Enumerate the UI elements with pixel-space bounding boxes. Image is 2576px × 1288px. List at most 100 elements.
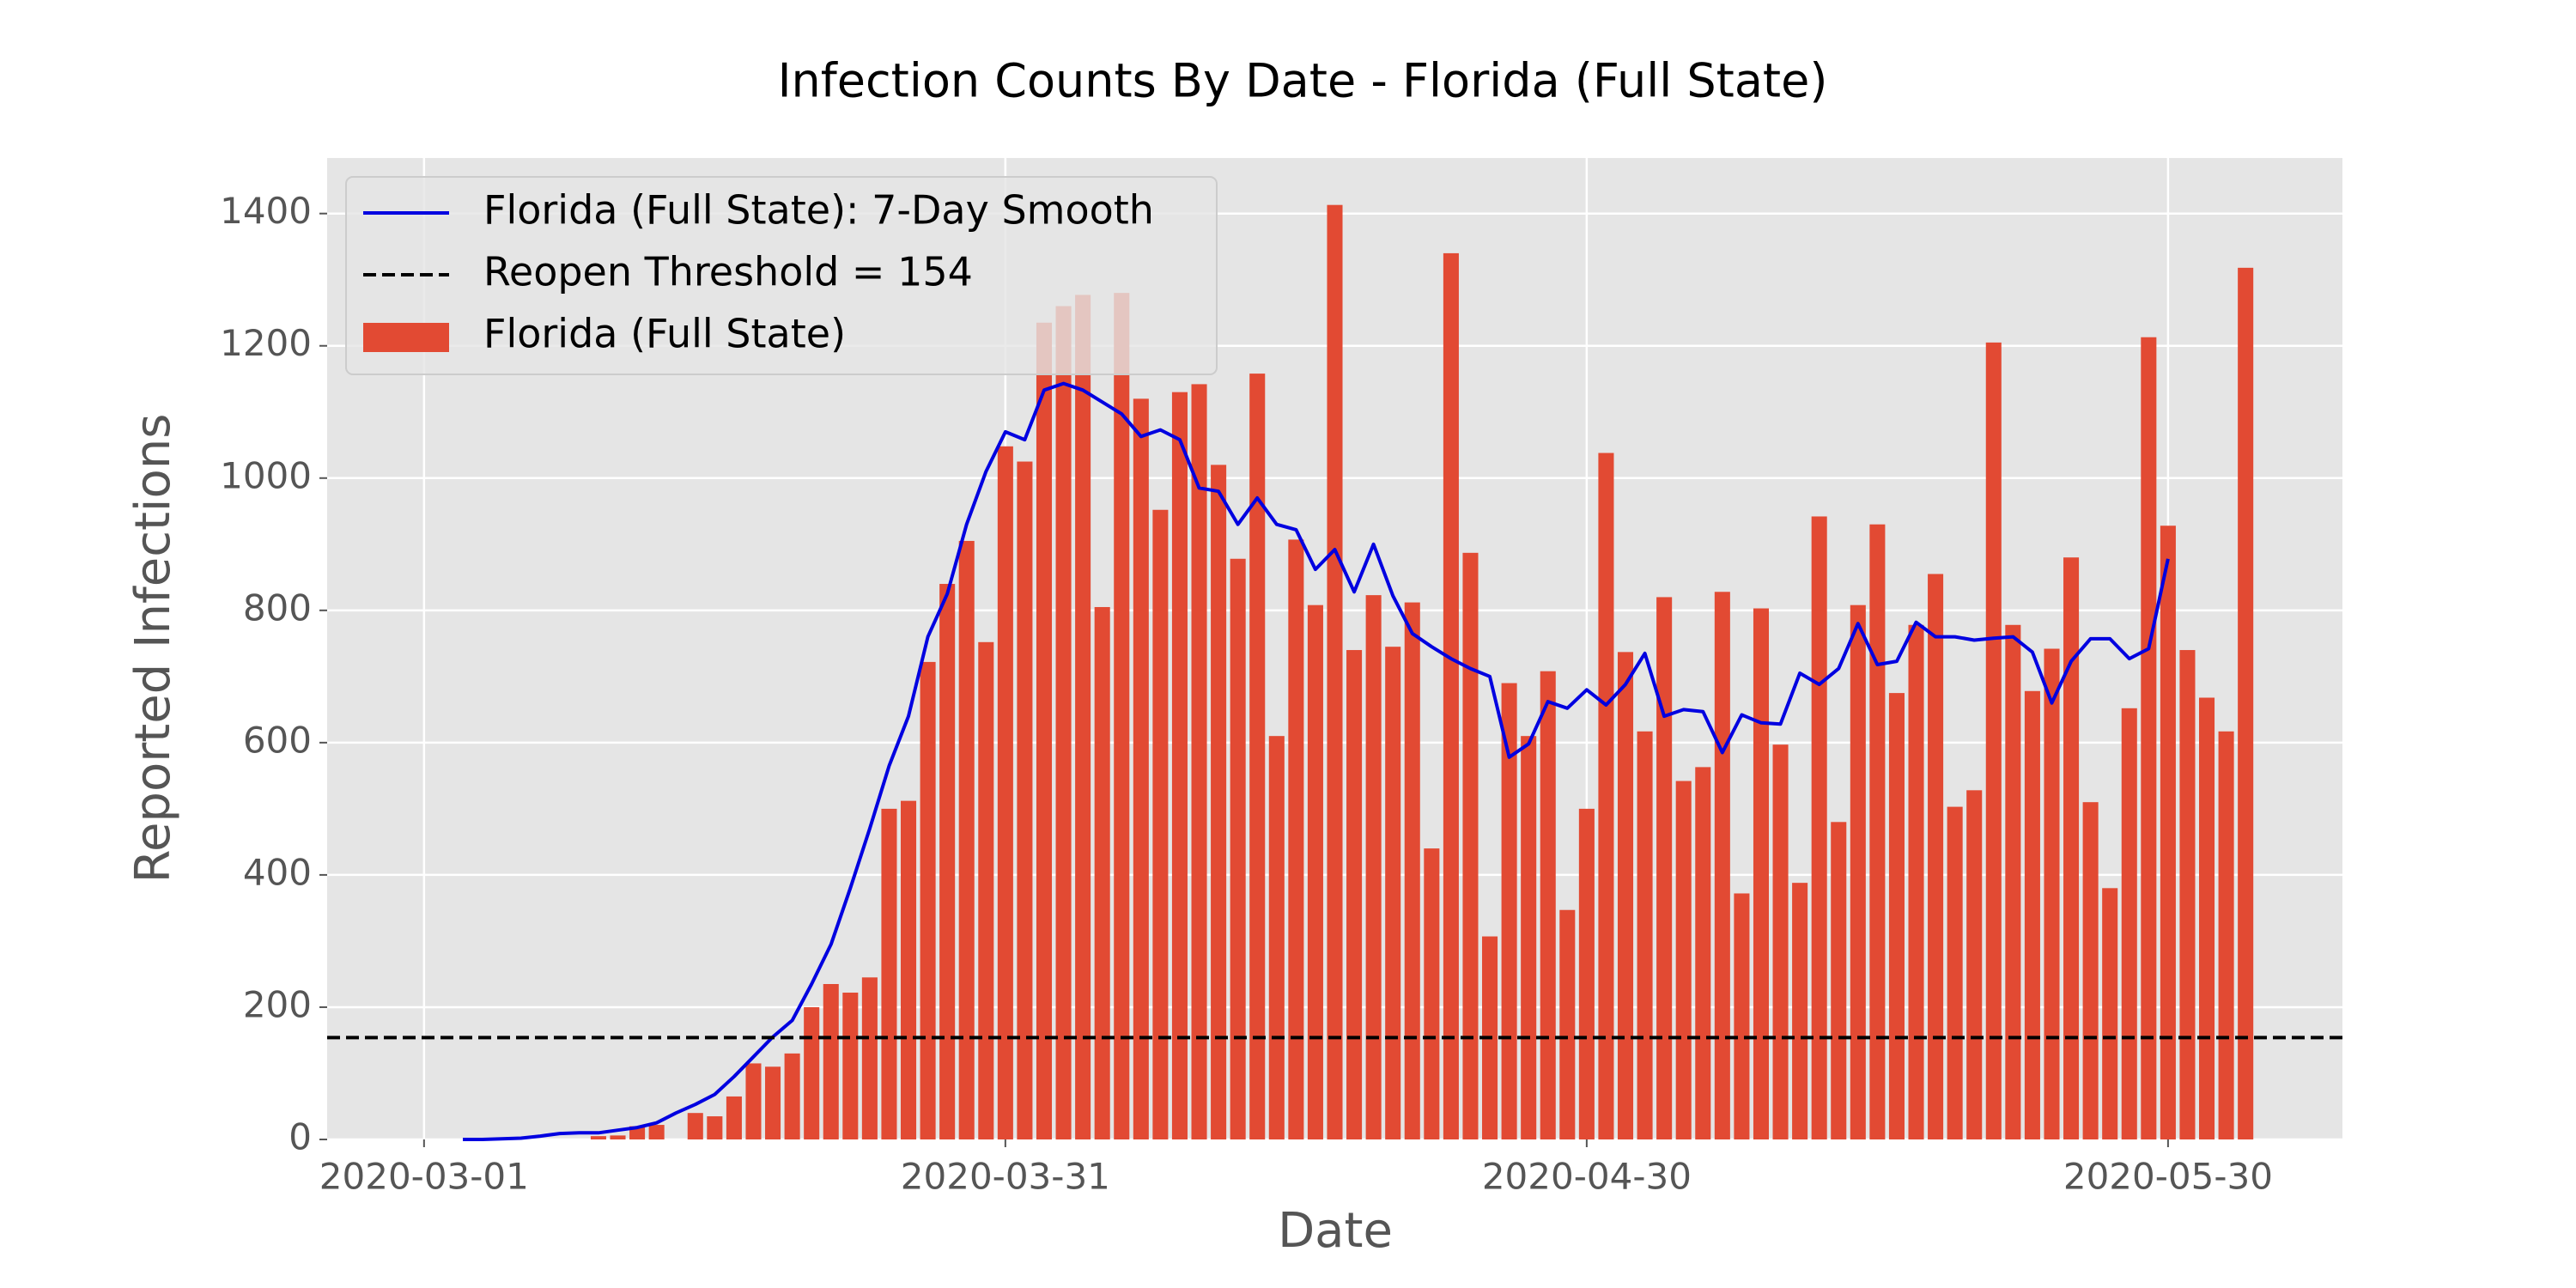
bar — [1540, 671, 1556, 1139]
legend-box — [345, 176, 1218, 375]
y-tick-label: 0 — [289, 1116, 312, 1158]
bar — [939, 584, 956, 1139]
legend-label: Florida (Full State) — [483, 311, 846, 357]
bar — [1036, 322, 1053, 1139]
bar — [1501, 683, 1517, 1139]
bar — [1404, 602, 1420, 1139]
bar — [2238, 267, 2254, 1139]
bar — [1578, 808, 1595, 1139]
bar — [978, 641, 994, 1139]
bar — [2160, 526, 2176, 1139]
bar — [2102, 888, 2118, 1139]
bar — [1985, 342, 2002, 1140]
bar — [1559, 909, 1576, 1139]
bar — [1811, 516, 1827, 1139]
bar — [1869, 524, 1886, 1139]
bar — [861, 977, 878, 1139]
y-tick-label: 200 — [243, 983, 312, 1025]
bar — [823, 983, 839, 1139]
bar — [2063, 557, 2080, 1139]
bar — [610, 1135, 626, 1139]
bar — [726, 1096, 742, 1139]
bar — [920, 661, 936, 1139]
bar — [1462, 552, 1479, 1139]
bar — [1637, 731, 1653, 1139]
legend-swatch — [363, 323, 449, 352]
bar — [1792, 883, 1808, 1139]
y-axis-label: Reported Infections — [125, 414, 181, 884]
bar — [707, 1116, 723, 1139]
chart-title: Infection Counts By Date - Florida (Full… — [778, 54, 1828, 108]
y-tick-label: 400 — [243, 851, 312, 893]
bar — [1075, 295, 1091, 1139]
bar — [590, 1136, 606, 1139]
bar — [842, 993, 859, 1139]
y-tick-label: 1200 — [220, 322, 312, 364]
bar — [2024, 690, 2040, 1139]
bar — [1617, 652, 1634, 1139]
bar — [1772, 744, 1789, 1139]
bar — [784, 1053, 800, 1139]
bar — [2218, 731, 2234, 1139]
bar — [1928, 574, 1944, 1139]
bar — [687, 1113, 703, 1139]
bar — [1365, 595, 1382, 1139]
bar — [1385, 647, 1401, 1139]
bar — [1230, 558, 1246, 1139]
bar — [1966, 790, 1983, 1139]
bar — [1017, 461, 1033, 1139]
bar — [1598, 453, 1614, 1139]
legend-label: Reopen Threshold = 154 — [483, 249, 973, 295]
bar — [1191, 384, 1207, 1139]
bar — [2044, 648, 2060, 1139]
legend-label: Florida (Full State): 7-Day Smooth — [483, 187, 1154, 234]
bar — [648, 1125, 665, 1139]
x-tick-label: 2020-05-30 — [2063, 1156, 2273, 1198]
bar — [1346, 650, 1363, 1139]
bar — [2179, 650, 2196, 1139]
bar — [765, 1066, 781, 1139]
line — [463, 381, 2170, 1141]
bar — [745, 1063, 762, 1139]
bar — [997, 446, 1013, 1139]
bar — [1656, 597, 1673, 1139]
y-tick-label: 1000 — [220, 454, 312, 496]
bar — [1424, 848, 1440, 1139]
bar — [1307, 605, 1323, 1139]
x-tick-label: 2020-03-01 — [319, 1156, 529, 1198]
bar — [1268, 736, 1285, 1139]
bar — [1675, 781, 1692, 1139]
bar — [1443, 252, 1459, 1140]
bar — [804, 1006, 820, 1139]
bar — [2199, 697, 2215, 1139]
bar — [1831, 822, 1847, 1139]
x-tick-label: 2020-04-30 — [1482, 1156, 1692, 1198]
x-axis-label: Date — [1278, 1203, 1393, 1259]
y-tick-label: 800 — [243, 586, 312, 629]
bar — [1171, 392, 1188, 1139]
bar — [1288, 539, 1304, 1139]
bar — [1114, 293, 1130, 1139]
bar — [900, 800, 917, 1139]
bar — [958, 540, 975, 1139]
bar — [2005, 624, 2021, 1139]
bar — [1211, 465, 1227, 1139]
bar — [2082, 802, 2099, 1139]
bar — [1734, 893, 1750, 1139]
bar — [1521, 736, 1537, 1139]
bar — [2141, 337, 2157, 1140]
y-tick-label: 1400 — [220, 190, 312, 232]
bar — [1094, 606, 1110, 1139]
y-tick-label: 600 — [243, 719, 312, 761]
bar — [1249, 374, 1266, 1139]
bar — [1850, 605, 1866, 1139]
bar — [1055, 306, 1072, 1139]
x-tick-label: 2020-03-31 — [901, 1156, 1110, 1198]
bar — [1152, 509, 1169, 1139]
bar — [2121, 708, 2137, 1139]
bar — [1133, 398, 1149, 1139]
bar — [1888, 693, 1905, 1139]
bar — [1695, 767, 1711, 1139]
bar — [1908, 624, 1924, 1139]
